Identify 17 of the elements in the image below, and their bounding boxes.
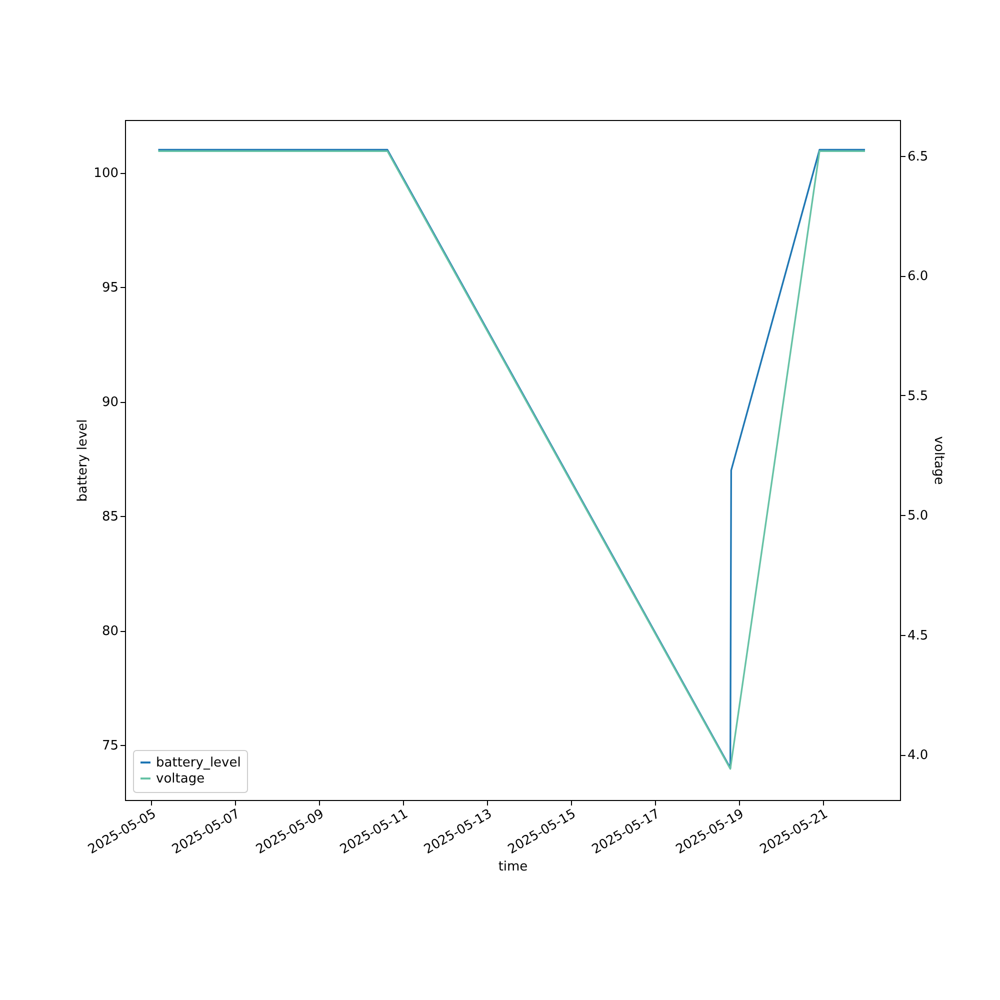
y2-tick-label: 5.5 bbox=[908, 388, 928, 404]
y-axis-title: battery level bbox=[76, 419, 91, 502]
y2-tick-label: 6.5 bbox=[908, 149, 928, 164]
y2-tick-label: 6.0 bbox=[908, 269, 928, 284]
y-tick-label: 75 bbox=[102, 738, 118, 754]
y-tick-label: 95 bbox=[102, 280, 118, 296]
legend-label: battery_level bbox=[156, 756, 241, 770]
y2-tick-label: 4.0 bbox=[908, 748, 928, 764]
y2-tick-label: 5.0 bbox=[908, 508, 928, 524]
y-tick-label: 100 bbox=[94, 166, 118, 182]
y-tick-label: 85 bbox=[102, 510, 118, 525]
y-tick-label: 80 bbox=[102, 624, 118, 640]
y-tick-label: 90 bbox=[102, 395, 118, 410]
x-axis-title: time bbox=[498, 860, 528, 875]
y2-axis-title: voltage bbox=[931, 436, 946, 485]
legend-label: voltage bbox=[156, 772, 205, 786]
y2-tick-label: 4.5 bbox=[908, 628, 928, 644]
